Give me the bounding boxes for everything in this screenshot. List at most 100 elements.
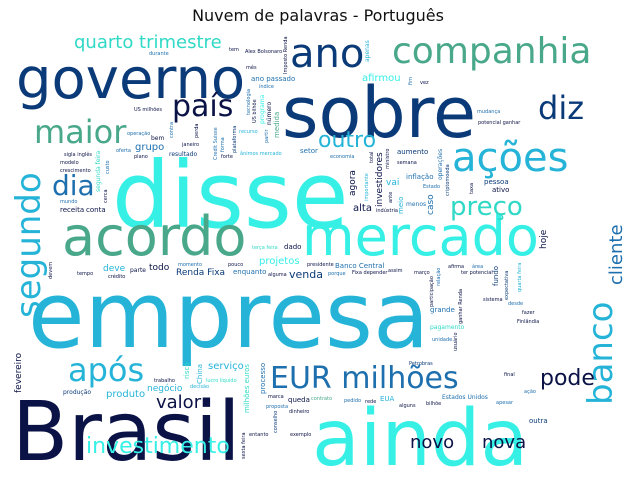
word-91: porque [328, 271, 346, 277]
word-118: janeiro [182, 142, 200, 148]
word-32: alta [353, 203, 372, 214]
word-12: segundo [12, 171, 49, 318]
word-73: bem [151, 135, 165, 142]
word-106: mês [246, 65, 257, 71]
word-129: área [472, 264, 484, 270]
word-62: queda [288, 396, 310, 404]
word-69: Estados Unidos [442, 394, 488, 401]
word-41: hoje [539, 229, 549, 250]
word-35: Renda Fixa [176, 268, 226, 278]
word-123: pouco [228, 262, 244, 268]
word-36: investidores [375, 151, 385, 207]
word-58: enquanto [233, 268, 267, 276]
word-38: todo [149, 263, 170, 273]
word-14: maior [34, 113, 127, 151]
word-116: plano [134, 154, 148, 160]
word-162: usuário [453, 331, 459, 351]
word-126: Estado [423, 184, 441, 190]
word-28: venda [289, 268, 323, 281]
word-45: fundo [492, 265, 500, 287]
word-83: ter potencial [461, 270, 493, 276]
word-145: conselho [273, 410, 279, 434]
word-147: expectativa [504, 270, 510, 301]
word-76: produção [63, 389, 92, 396]
word-121: total [369, 151, 375, 164]
word-110: sexta feira [241, 431, 247, 459]
word-156: alguma [268, 272, 287, 278]
word-8: companhia [392, 34, 592, 72]
word-42: agora [348, 169, 358, 196]
word-104: operação [127, 131, 151, 137]
word-52: Banco Central [335, 262, 385, 270]
word-59: inflação [406, 173, 434, 181]
word-111: crédito [108, 274, 126, 280]
word-67: operações [437, 148, 444, 181]
word-143: ação [524, 389, 536, 395]
word-39: deve [103, 264, 126, 274]
word-24: quarto trimestre [74, 34, 222, 53]
word-124: oferta [116, 148, 131, 154]
word-148: ganhar Renda [458, 288, 464, 325]
word-74: apenas [364, 39, 371, 62]
word-100: lucro líquido [206, 378, 237, 384]
word-137: afirma [448, 264, 465, 270]
word-49: processo [259, 362, 267, 395]
word-133: assim [388, 268, 403, 274]
word-132: entanto [249, 432, 269, 438]
word-53: milhões euros [243, 363, 251, 413]
word-80: US milhões [134, 107, 162, 113]
word-2: Brasil [12, 385, 241, 480]
word-115: final [504, 372, 515, 378]
word-51: dado [284, 243, 302, 251]
word-98: quarta feira [517, 262, 523, 293]
word-23: valor [156, 392, 202, 413]
word-122: desde [508, 301, 524, 307]
word-54: China [196, 363, 204, 384]
word-56: grande [430, 306, 455, 314]
word-119: decisão [190, 384, 210, 390]
word-77: menos [406, 201, 427, 208]
word-5: governo [16, 47, 246, 112]
word-46: meio [397, 196, 405, 215]
word-101: sistema [483, 297, 503, 303]
word-68: segunda feira [95, 150, 102, 193]
word-26: nova [482, 432, 527, 453]
word-44: negócio [147, 384, 183, 394]
word-47: aumento [397, 148, 429, 156]
word-89: fazer [522, 310, 535, 316]
word-20: preço [450, 192, 523, 222]
word-78: pagamento [430, 324, 465, 331]
word-92: Petrobras [409, 361, 433, 367]
word-160: marca [268, 394, 284, 400]
word-64: pessoa [484, 178, 509, 186]
word-15: país [172, 89, 234, 124]
word-27: cliente [606, 223, 624, 285]
word-71: número [266, 101, 273, 126]
word-29: grupo [135, 142, 165, 153]
word-149: Imposto Renda [283, 35, 289, 74]
word-55: outra [529, 417, 548, 425]
word-141: pedido [344, 398, 362, 404]
word-157: indústria [376, 208, 398, 214]
word-127: cerca [103, 188, 109, 203]
word-cloud: empresa disse Brasil ainda sobre governo merca… [12, 34, 624, 494]
word-136: semana [397, 160, 417, 166]
word-7: acordo [62, 205, 247, 268]
word-18: após [68, 351, 145, 389]
word-155: forma [220, 136, 226, 152]
word-3: ainda [312, 394, 529, 484]
word-61: ano passado [251, 75, 296, 83]
word-158: Alex Bolsonaro [245, 49, 283, 55]
word-37: fevereiro [14, 352, 24, 394]
word-50: ativo [492, 186, 510, 194]
word-84: trabalho [154, 378, 175, 384]
word-86: exemplo [290, 432, 312, 438]
word-161: ante [388, 191, 394, 204]
word-125: março [414, 270, 430, 276]
word-17: dia [52, 169, 95, 202]
word-1: disse [112, 142, 349, 249]
word-135: recurso [239, 129, 258, 135]
word-65: risco [183, 361, 191, 379]
word-34: afirmou [362, 73, 401, 84]
word-117: participação [429, 275, 435, 307]
